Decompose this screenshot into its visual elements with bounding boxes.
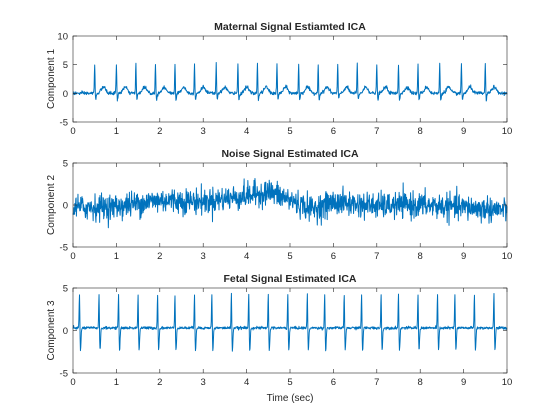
x-tick-label: 0 — [70, 251, 75, 262]
x-tick-label: 3 — [201, 377, 206, 388]
x-tick-label: 2 — [157, 377, 162, 388]
x-tick-label: 7 — [374, 377, 379, 388]
x-tick-label: 8 — [418, 377, 423, 388]
y-tick-label: -5 — [60, 118, 68, 129]
chart-title-3: Fetal Signal Estimated ICA — [223, 273, 356, 285]
y-axis-label-2: Component 2 — [46, 175, 57, 235]
x-tick-label: 0 — [70, 126, 75, 137]
y-tick-label: 10 — [57, 32, 68, 43]
x-tick-label: 4 — [244, 126, 249, 137]
y-tick-label: 0 — [63, 326, 68, 337]
y-tick-label: 5 — [63, 60, 68, 71]
y-tick-label: -5 — [60, 369, 68, 380]
x-tick-label: 9 — [461, 126, 466, 137]
x-tick-label: 5 — [287, 377, 292, 388]
x-tick-label: 4 — [244, 251, 249, 262]
y-tick-label: 0 — [63, 89, 68, 100]
x-tick-label: 2 — [157, 126, 162, 137]
x-tick-label: 1 — [114, 126, 119, 137]
signal-line-1 — [72, 62, 508, 102]
chart-title-2: Noise Signal Estimated ICA — [221, 148, 359, 160]
y-tick-label: 5 — [63, 159, 68, 170]
x-tick-label: 8 — [418, 251, 423, 262]
x-tick-label: 9 — [461, 251, 466, 262]
axes-box-1 — [72, 35, 508, 123]
x-tick-label: 1 — [114, 251, 119, 262]
x-tick-label: 8 — [418, 126, 423, 137]
signal-line-3 — [72, 292, 508, 352]
chart-title-1: Maternal Signal Estiamted ICA — [214, 21, 366, 33]
x-tick-label: 10 — [502, 377, 513, 388]
x-tick-label: 6 — [331, 377, 336, 388]
x-tick-label: 5 — [287, 126, 292, 137]
x-tick-label: 4 — [244, 377, 249, 388]
y-tick-label: -5 — [60, 243, 68, 254]
y-axis-label-3: Component 3 — [46, 300, 57, 360]
x-tick-label: 7 — [374, 126, 379, 137]
y-tick-label: 0 — [63, 201, 68, 212]
x-tick-label: 3 — [201, 126, 206, 137]
x-tick-label: 10 — [502, 251, 513, 262]
x-tick-label: 7 — [374, 251, 379, 262]
y-axis-label-1: Component 1 — [46, 49, 57, 109]
y-tick-label: 5 — [63, 284, 68, 295]
x-tick-label: 0 — [70, 377, 75, 388]
x-tick-label: 5 — [287, 251, 292, 262]
x-tick-label: 1 — [114, 377, 119, 388]
x-tick-label: 3 — [201, 251, 206, 262]
x-axis-label: Time (sec) — [267, 393, 314, 404]
x-tick-label: 6 — [331, 126, 336, 137]
x-tick-label: 9 — [461, 377, 466, 388]
x-tick-label: 2 — [157, 251, 162, 262]
signal-line-2 — [72, 178, 508, 229]
x-tick-label: 6 — [331, 251, 336, 262]
x-tick-label: 10 — [502, 126, 513, 137]
